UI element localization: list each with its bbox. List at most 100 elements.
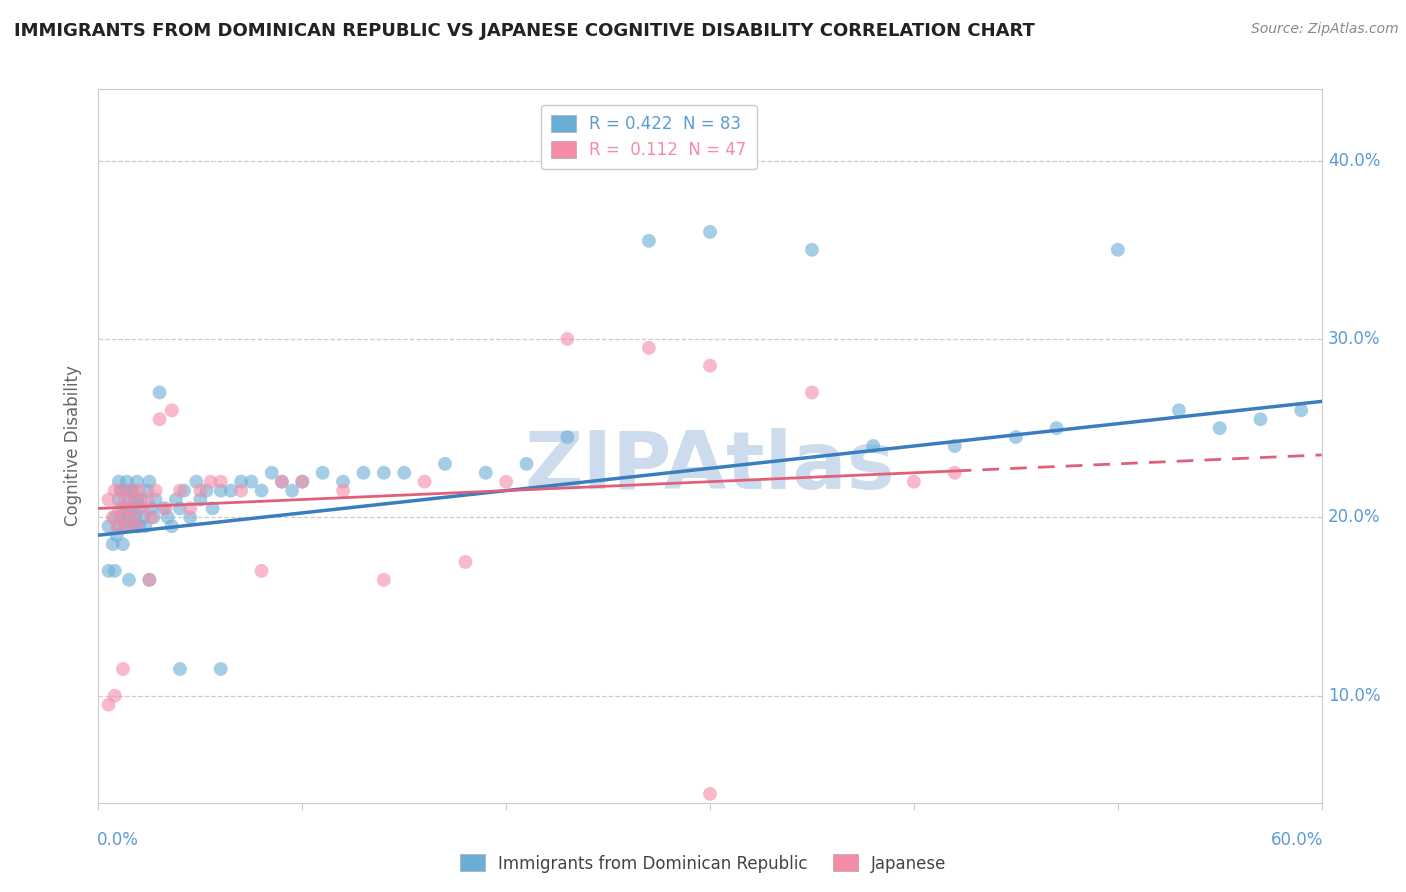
Point: [200, 475, 222, 489]
Point: [209, 662, 232, 676]
Point: [291, 475, 314, 489]
Point: [332, 483, 354, 498]
Point: [1249, 412, 1271, 426]
Point: [943, 466, 966, 480]
Point: [165, 492, 187, 507]
Point: [108, 519, 131, 533]
Point: [434, 457, 457, 471]
Text: ZIPAtlas: ZIPAtlas: [524, 428, 896, 507]
Text: 40.0%: 40.0%: [1327, 152, 1381, 169]
Point: [373, 573, 395, 587]
Point: [231, 483, 253, 498]
Point: [120, 519, 142, 533]
Point: [111, 510, 134, 524]
Point: [903, 475, 925, 489]
Point: [136, 492, 159, 507]
Point: [413, 475, 436, 489]
Point: [201, 501, 224, 516]
Point: [124, 519, 146, 533]
Point: [104, 483, 127, 498]
Point: [188, 483, 212, 498]
Text: 20.0%: 20.0%: [1327, 508, 1381, 526]
Point: [104, 689, 127, 703]
Point: [127, 492, 149, 507]
Point: [699, 225, 721, 239]
Point: [104, 510, 127, 524]
Point: [111, 501, 134, 516]
Point: [134, 519, 156, 533]
Point: [209, 483, 232, 498]
Point: [105, 528, 128, 542]
Point: [115, 519, 138, 533]
Point: [160, 519, 183, 533]
Point: [141, 510, 163, 524]
Point: [124, 492, 146, 507]
Point: [101, 537, 124, 551]
Point: [1045, 421, 1069, 435]
Point: [128, 501, 150, 516]
Point: [332, 475, 354, 489]
Point: [115, 475, 138, 489]
Point: [169, 662, 191, 676]
Point: [118, 492, 141, 507]
Point: [115, 501, 138, 516]
Point: [495, 475, 517, 489]
Text: 30.0%: 30.0%: [1327, 330, 1381, 348]
Point: [138, 573, 160, 587]
Point: [122, 510, 145, 524]
Point: [186, 475, 208, 489]
Point: [312, 466, 335, 480]
Point: [1209, 421, 1232, 435]
Point: [240, 475, 263, 489]
Point: [801, 385, 824, 400]
Point: [637, 341, 661, 355]
Point: [136, 483, 159, 498]
Point: [474, 466, 498, 480]
Point: [270, 475, 294, 489]
Point: [108, 475, 131, 489]
Point: [97, 519, 120, 533]
Point: [110, 483, 132, 498]
Point: [110, 510, 132, 524]
Point: [141, 501, 163, 516]
Point: [188, 492, 212, 507]
Point: [373, 466, 395, 480]
Point: [155, 501, 177, 516]
Point: [352, 466, 374, 480]
Point: [114, 483, 136, 498]
Point: [149, 412, 172, 426]
Point: [637, 234, 661, 248]
Point: [1004, 430, 1026, 444]
Point: [156, 510, 179, 524]
Point: [260, 466, 283, 480]
Point: [179, 501, 201, 516]
Point: [281, 483, 304, 498]
Point: [104, 564, 127, 578]
Point: [124, 510, 146, 524]
Point: [129, 492, 152, 507]
Point: [555, 430, 579, 444]
Point: [169, 483, 191, 498]
Point: [97, 492, 120, 507]
Point: [291, 475, 314, 489]
Point: [392, 466, 416, 480]
Point: [111, 662, 134, 676]
Legend: Immigrants from Dominican Republic, Japanese: Immigrants from Dominican Republic, Japa…: [453, 847, 953, 880]
Legend: R = 0.422  N = 83, R =  0.112  N = 47: R = 0.422 N = 83, R = 0.112 N = 47: [541, 104, 756, 169]
Point: [160, 403, 183, 417]
Text: Source: ZipAtlas.com: Source: ZipAtlas.com: [1251, 22, 1399, 37]
Point: [120, 483, 142, 498]
Point: [114, 519, 136, 533]
Point: [1167, 403, 1189, 417]
Point: [454, 555, 477, 569]
Point: [122, 483, 145, 498]
Point: [179, 510, 201, 524]
Point: [231, 475, 253, 489]
Point: [862, 439, 884, 453]
Point: [127, 475, 149, 489]
Point: [250, 564, 273, 578]
Text: IMMIGRANTS FROM DOMINICAN REPUBLIC VS JAPANESE COGNITIVE DISABILITY CORRELATION : IMMIGRANTS FROM DOMINICAN REPUBLIC VS JA…: [14, 22, 1035, 40]
Point: [108, 501, 131, 516]
Point: [1291, 403, 1313, 417]
Point: [138, 573, 160, 587]
